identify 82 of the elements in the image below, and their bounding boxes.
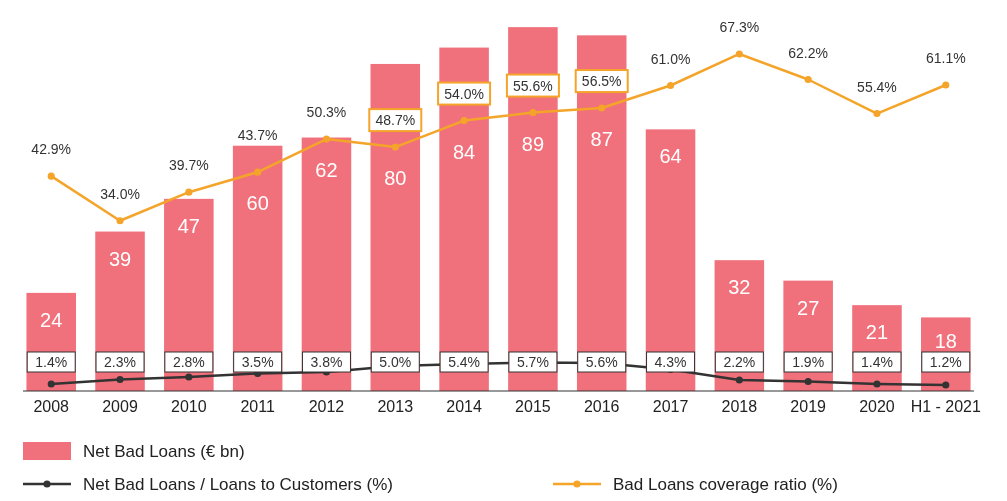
- x-tick-label: 2012: [308, 398, 345, 415]
- data-label: 18: [934, 330, 957, 352]
- legend-label: Net Bad Loans / Loans to Customers (%): [83, 475, 393, 494]
- bar: [301, 137, 352, 391]
- data-label: 60: [246, 192, 269, 215]
- data-label: 55.6%: [513, 77, 553, 94]
- point: [873, 109, 881, 118]
- bar: [645, 129, 696, 391]
- data-label: 80: [384, 167, 407, 190]
- data-label: 27: [797, 296, 820, 319]
- point: [735, 50, 743, 58]
- point: [322, 135, 331, 143]
- data-label: 43.7%: [237, 126, 278, 143]
- x-tick-label: 2016: [583, 398, 620, 415]
- data-label: 55.4%: [857, 78, 897, 95]
- data-label: 2.8%: [172, 354, 205, 370]
- data-label: 5.4%: [448, 354, 481, 370]
- point: [873, 380, 881, 388]
- data-label: 47: [177, 214, 200, 237]
- data-label: 34.0%: [100, 185, 140, 202]
- x-tick-label: 2009: [102, 398, 138, 415]
- point: [47, 380, 55, 388]
- x-tick-label: 2013: [377, 398, 414, 415]
- point: [942, 381, 950, 389]
- point: [735, 376, 743, 384]
- data-label: 1.2%: [929, 354, 962, 370]
- point: [460, 117, 468, 125]
- data-label: 87: [590, 128, 613, 151]
- data-label: 56.5%: [581, 73, 622, 90]
- data-label: 24: [40, 308, 63, 331]
- data-label: 48.7%: [375, 112, 416, 129]
- data-label: 89: [521, 132, 545, 155]
- point: [598, 104, 606, 112]
- data-label: 4.3%: [654, 354, 687, 370]
- point: [529, 108, 537, 117]
- data-label: 2.3%: [104, 354, 136, 370]
- x-tick-label: 2010: [171, 398, 207, 415]
- data-label: 67.3%: [719, 18, 760, 35]
- data-label: 84: [452, 140, 476, 163]
- data-label: 61.1%: [925, 50, 966, 67]
- point: [666, 81, 675, 90]
- data-label: 32: [728, 276, 751, 299]
- point: [804, 75, 812, 84]
- x-tick-label: 2015: [515, 398, 551, 415]
- data-label: 1.9%: [792, 354, 825, 370]
- point: [254, 168, 262, 176]
- data-label: 54.0%: [444, 85, 484, 102]
- data-label: 64: [659, 145, 682, 168]
- point: [116, 217, 124, 225]
- x-tick-label: H1 - 2021: [910, 398, 982, 415]
- data-label: 50.3%: [306, 104, 347, 121]
- x-tick-label: 2008: [33, 398, 70, 415]
- data-label: 3.8%: [310, 354, 343, 370]
- x-tick-label: 2014: [446, 398, 482, 415]
- data-label: 1.4%: [861, 354, 893, 370]
- data-label: 62.2%: [788, 44, 829, 61]
- point: [942, 81, 950, 89]
- data-label: 5.6%: [585, 354, 618, 370]
- data-label: 21: [865, 321, 889, 344]
- x-tick-label: 2019: [790, 398, 827, 415]
- data-label: 42.9%: [31, 141, 72, 158]
- point: [804, 377, 812, 386]
- data-label: 39.7%: [168, 157, 209, 174]
- legend-label: Bad Loans coverage ratio (%): [613, 475, 838, 494]
- point: [391, 143, 399, 151]
- x-tick-label: 2017: [652, 398, 689, 415]
- x-tick-label: 2018: [721, 398, 758, 415]
- data-label: 39: [108, 247, 132, 270]
- data-label: 3.5%: [241, 354, 274, 370]
- data-label: 5.7%: [516, 354, 549, 370]
- data-label: 2.2%: [723, 354, 756, 370]
- data-label: 1.4%: [35, 354, 68, 370]
- data-label: 61.0%: [650, 50, 691, 67]
- point: [185, 373, 193, 381]
- legend-label: Net Bad Loans (€ bn): [83, 442, 245, 461]
- x-tick-label: 2011: [240, 398, 275, 415]
- x-tick-label: 2020: [859, 398, 895, 415]
- point: [185, 188, 193, 196]
- point: [116, 375, 124, 384]
- data-label: 5.0%: [379, 354, 412, 370]
- point: [47, 172, 55, 180]
- data-label: 62: [315, 159, 338, 182]
